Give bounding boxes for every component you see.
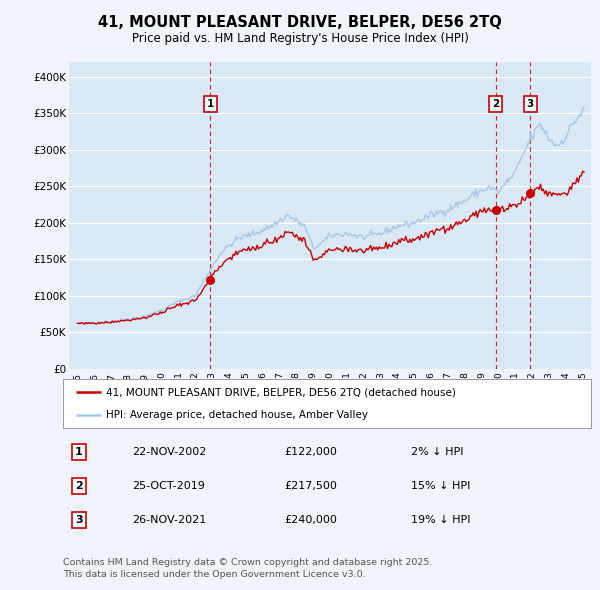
Text: 41, MOUNT PLEASANT DRIVE, BELPER, DE56 2TQ (detached house): 41, MOUNT PLEASANT DRIVE, BELPER, DE56 2… bbox=[106, 388, 456, 398]
Text: 1: 1 bbox=[75, 447, 83, 457]
Text: 26-NOV-2021: 26-NOV-2021 bbox=[131, 516, 206, 525]
Text: 2: 2 bbox=[492, 99, 499, 109]
Text: HPI: Average price, detached house, Amber Valley: HPI: Average price, detached house, Ambe… bbox=[106, 409, 368, 419]
Text: £217,500: £217,500 bbox=[285, 481, 338, 491]
Text: £240,000: £240,000 bbox=[285, 516, 338, 525]
Text: 15% ↓ HPI: 15% ↓ HPI bbox=[412, 481, 471, 491]
Text: 2% ↓ HPI: 2% ↓ HPI bbox=[412, 447, 464, 457]
Text: 1: 1 bbox=[207, 99, 214, 109]
Text: £122,000: £122,000 bbox=[285, 447, 338, 457]
Text: 2: 2 bbox=[75, 481, 83, 491]
Text: 3: 3 bbox=[527, 99, 534, 109]
Text: 19% ↓ HPI: 19% ↓ HPI bbox=[412, 516, 471, 525]
Text: 3: 3 bbox=[75, 516, 83, 525]
Text: 22-NOV-2002: 22-NOV-2002 bbox=[131, 447, 206, 457]
Text: Price paid vs. HM Land Registry's House Price Index (HPI): Price paid vs. HM Land Registry's House … bbox=[131, 32, 469, 45]
Text: 41, MOUNT PLEASANT DRIVE, BELPER, DE56 2TQ: 41, MOUNT PLEASANT DRIVE, BELPER, DE56 2… bbox=[98, 15, 502, 30]
Text: 25-OCT-2019: 25-OCT-2019 bbox=[131, 481, 205, 491]
Text: Contains HM Land Registry data © Crown copyright and database right 2025.
This d: Contains HM Land Registry data © Crown c… bbox=[63, 558, 433, 579]
